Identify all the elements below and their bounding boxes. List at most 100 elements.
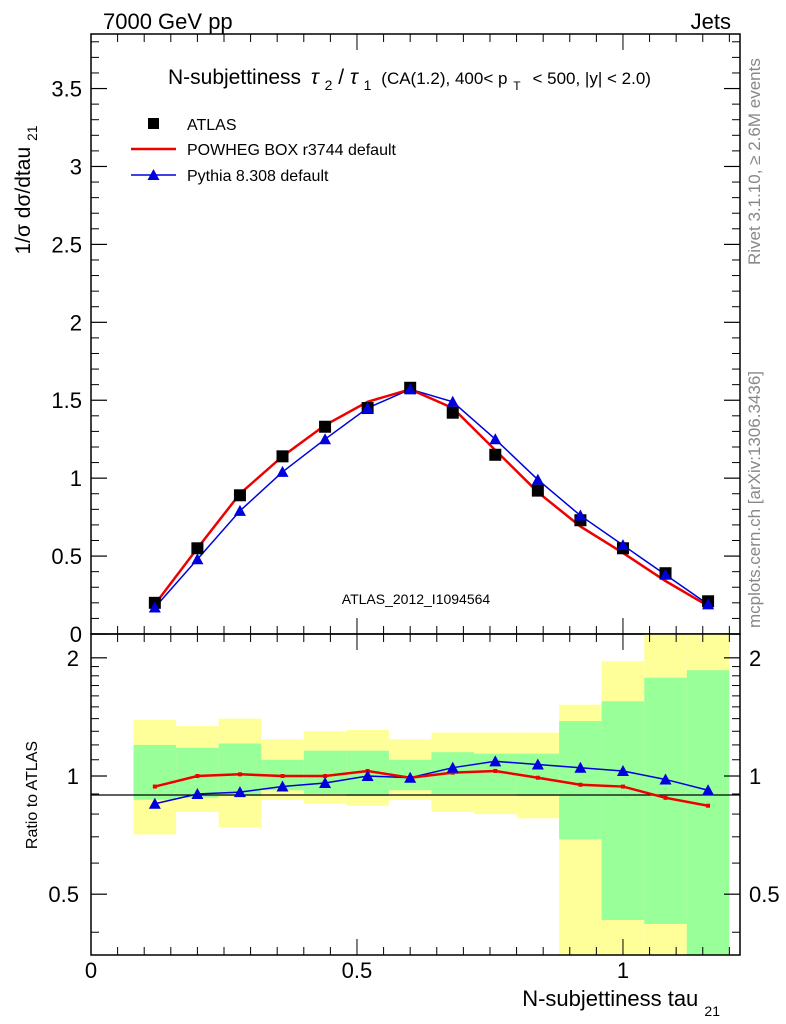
ratio-powheg-point <box>323 774 328 779</box>
x-tick-label: 1 <box>617 958 629 983</box>
uncertainty-band-inner <box>133 744 177 800</box>
plot-title-tau-b: τ <box>350 66 359 89</box>
ratio-y-tick-label-left: 0.5 <box>48 882 79 907</box>
plot-title-tau-a-sub: 2 <box>325 77 333 93</box>
analysis-label: ATLAS_2012_I1094564 <box>342 591 491 607</box>
ratio-plot-frame <box>90 633 741 956</box>
y-tick-label: 1.5 <box>51 388 82 413</box>
ratio-powheg-point <box>663 795 668 800</box>
ratio-ylabel: Ratio to ATLAS <box>24 741 41 849</box>
atlas-point <box>489 448 502 461</box>
x-tick-label: 0 <box>85 958 97 983</box>
ratio-xlabel-text: N-subjettiness tau <box>522 986 698 1011</box>
ratio-powheg-point <box>493 768 498 773</box>
pythia-point <box>531 473 544 485</box>
ratio-pythia-point <box>702 784 715 796</box>
atlas-point <box>191 542 204 555</box>
y-tick-label: 3.5 <box>51 77 82 102</box>
legend-atlas-label: ATLAS <box>187 117 237 134</box>
ratio-series <box>148 755 715 809</box>
atlas-point <box>276 450 289 463</box>
mcplots-label: mcplots.cern.ch [arXiv:1306.3436] <box>745 371 764 628</box>
pythia-point <box>319 433 332 445</box>
x-tick-label: 0.5 <box>342 958 373 983</box>
ratio-pythia-line <box>154 760 709 805</box>
ratio-axis-ticks: 0.5 0.5 1 1 2 2 0 0.5 1 <box>48 634 780 983</box>
pythia-point <box>404 383 417 395</box>
pythia-point <box>659 568 672 580</box>
y-tick-label: 2 <box>70 310 82 335</box>
ratio-y-tick-label-right: 1 <box>749 764 761 789</box>
atlas-point <box>531 484 544 497</box>
legend-powheg-label: POWHEG BOX r3744 default <box>187 142 397 159</box>
pythia-point <box>574 509 587 521</box>
ratio-pythia-point <box>233 786 246 798</box>
ratio-pythia-point <box>404 771 417 783</box>
legend: ATLAS POWHEG BOX r3744 default Pythia 8.… <box>131 117 397 185</box>
ratio-powheg-point <box>195 774 200 779</box>
plot-title-tau-a: τ <box>311 66 320 89</box>
ratio-xlabel-sub: 21 <box>704 1003 720 1019</box>
uncertainty-band-inner <box>559 721 602 840</box>
pythia-point <box>489 433 502 445</box>
pythia-point <box>361 402 374 414</box>
plot-title: N-subjettiness τ 2 / τ 1 (CA(1.2), 400< … <box>168 66 651 95</box>
ratio-powheg-line <box>154 769 709 807</box>
ratio-powheg-point <box>152 784 157 789</box>
plot-title-rest-a: (CA(1.2), 400< p <box>381 69 507 88</box>
pythia-point <box>148 601 161 613</box>
ratio-powheg-point <box>237 772 242 777</box>
pythia-point <box>233 504 246 516</box>
main-axis-ticks: 0 0.5 1 1.5 2 2.5 3 3.5 <box>51 34 740 647</box>
ratio-pythia-point <box>191 787 204 799</box>
ratio-y-tick-label-right: 0.5 <box>749 882 780 907</box>
plot-title-main: N-subjettiness <box>168 66 301 89</box>
ratio-pythia-point <box>148 797 161 809</box>
main-ylabel-text: 1/σ dσ/dtau <box>12 147 35 255</box>
ratio-powheg-point <box>706 803 711 808</box>
ratio-powheg-point <box>620 784 625 789</box>
atlas-point <box>233 489 246 502</box>
plot-title-tau-b-sub: 1 <box>364 77 372 93</box>
ratio-pythia-point <box>446 761 459 773</box>
pythia-point <box>446 395 459 407</box>
uncertainty-band-inner <box>601 701 645 920</box>
ratio-pythia-point <box>361 770 374 782</box>
ratio-powheg-point <box>578 782 583 787</box>
ratio-y-tick-label-left: 2 <box>67 646 79 671</box>
ratio-xlabel: N-subjettiness tau 21 <box>522 986 720 1019</box>
series-pythia-line <box>154 388 709 609</box>
ratio-pythia-point <box>574 761 587 773</box>
ratio-y-tick-label-left: 1 <box>67 764 79 789</box>
atlas-point <box>319 420 332 433</box>
main-panel: 0 0.5 1 1.5 2 2.5 3 3.5 N-subjettiness τ 2 / τ … <box>12 33 741 647</box>
series-powheg-line <box>153 387 709 608</box>
rivet-label: Rivet 3.1.10, ≥ 2.6M events <box>745 58 764 265</box>
ratio-powheg-point <box>535 775 540 780</box>
plot-title-rest-b: < 500, |y| < 2.0) <box>532 69 650 88</box>
y-tick-label: 1 <box>70 466 82 491</box>
ratio-panel: 0.5 0.5 1 1 2 2 0 0.5 1 Ratio to ATLAS N-subjett… <box>24 633 780 1019</box>
pythia-point <box>702 598 715 610</box>
main-series <box>148 381 715 613</box>
pythia-point <box>616 539 629 551</box>
main-ylabel: 1/σ dσ/dtau 21 <box>12 125 40 254</box>
header-energy: 7000 GeV pp <box>103 9 233 34</box>
main-ylabel-sub: 21 <box>24 125 40 141</box>
plot-title-pt-sub: T <box>513 79 521 93</box>
legend-pythia-label: Pythia 8.308 default <box>187 168 329 185</box>
ratio-pythia-point <box>489 755 502 767</box>
ratio-pythia-point <box>659 773 672 785</box>
ratio-pythia-point <box>319 776 332 788</box>
legend-atlas-marker <box>148 118 159 129</box>
y-tick-label: 0.5 <box>51 544 82 569</box>
ratio-pythia-point <box>276 780 289 792</box>
ratio-y-tick-label-right: 2 <box>749 646 761 671</box>
ratio-pythia-point <box>616 764 629 776</box>
legend-pythia-marker <box>147 169 160 180</box>
pythia-point <box>191 553 204 565</box>
header-category: Jets <box>691 9 731 34</box>
y-tick-label: 2.5 <box>51 232 82 257</box>
uncertainty-band-inner <box>686 670 730 955</box>
